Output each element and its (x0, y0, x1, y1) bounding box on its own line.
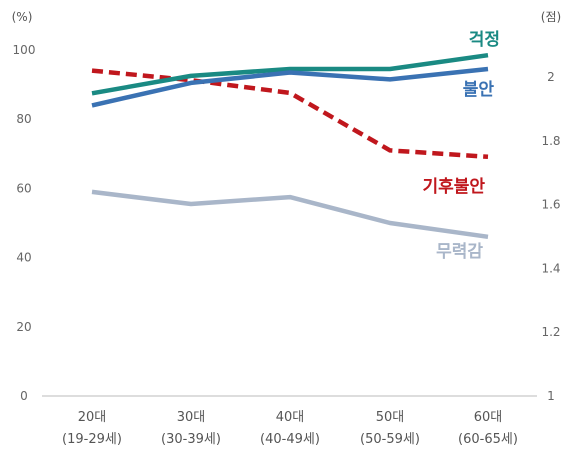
x-tick-label: 40대 (276, 410, 305, 425)
x-tick-label: 60대 (474, 410, 503, 425)
left-axis-unit: (%) (12, 10, 33, 24)
x-tick-label: 50대 (376, 410, 405, 425)
x-tick-label: 20대 (78, 410, 107, 425)
right-tick-label: 2 (547, 70, 555, 84)
left-tick-label: 100 (13, 43, 36, 57)
x-tick-sublabel: (30-39세) (161, 432, 221, 447)
left-tick-label: 60 (16, 181, 31, 195)
series-line-0 (91, 52, 489, 96)
series-label-0: 걱정 (469, 30, 500, 50)
x-tick-label: 30대 (177, 410, 206, 425)
right-tick-label: 1.2 (541, 325, 560, 339)
chart-axes: (%) 0 20 40 60 80 100 (점) 1 1.2 1.4 1.6 1.8 2 20대 (19-2… (12, 10, 562, 447)
series-line-1 (91, 66, 489, 108)
chart-series (91, 52, 489, 240)
right-tick-label: 1.4 (541, 261, 560, 275)
left-tick-label: 40 (16, 251, 31, 265)
right-axis-unit: (점) (541, 10, 561, 24)
series-label-1: 불안 (463, 80, 495, 100)
x-tick-sublabel: (40-49세) (260, 432, 320, 447)
right-tick-label: 1.8 (541, 134, 560, 148)
left-tick-label: 20 (16, 320, 31, 334)
series-line-3 (91, 189, 489, 240)
series-label-2: 기후불안 (422, 176, 485, 197)
x-tick-sublabel: (60-65세) (458, 432, 518, 447)
right-tick-label: 1.6 (541, 198, 560, 212)
x-tick-sublabel: (19-29세) (62, 432, 122, 447)
x-tick-sublabel: (50-59세) (360, 432, 420, 447)
left-tick-label: 0 (20, 389, 28, 403)
right-tick-label: 1 (547, 389, 555, 403)
series-line-2 (91, 68, 489, 160)
left-tick-label: 80 (16, 112, 31, 126)
series-label-3: 무력감 (436, 242, 483, 262)
